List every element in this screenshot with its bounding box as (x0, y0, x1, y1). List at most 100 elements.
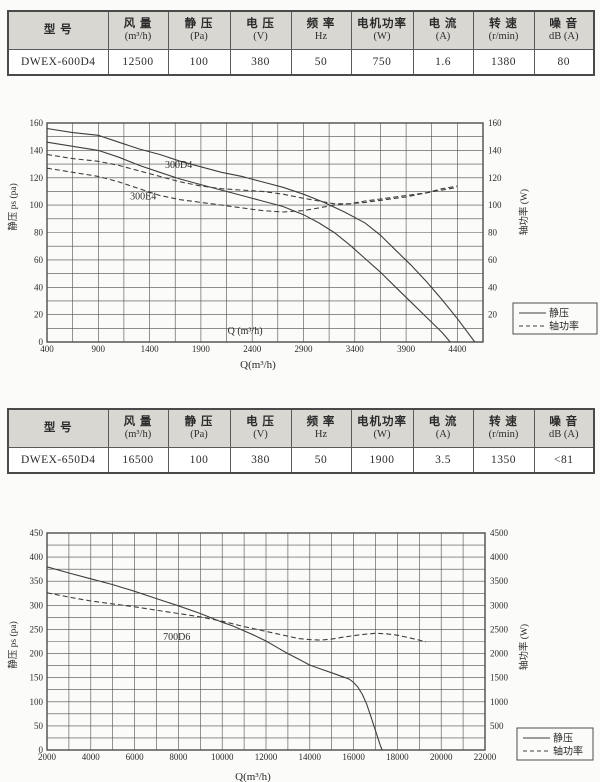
performance-chart-dwex-650d4: 2000 4000 6000 8000 10000 12000 14000 16000 1800… (7, 528, 594, 782)
x-tick-label: 3900 (397, 344, 416, 354)
value-speed: 1350 (472, 447, 535, 474)
spec-table-dwex-650d4: 型 号 风 量 (m³/h) 静 压 (Pa) 电 压 (V) 频 率 Hz 电机功率(… (7, 408, 595, 474)
y-tick-label-left: 350 (30, 576, 44, 586)
y-tick-label-right: 120 (488, 173, 502, 183)
value-current: 1.6 (412, 49, 474, 76)
col-header-motor-power: 电机功率 (W) (350, 10, 414, 50)
x-tick-label: 3400 (346, 344, 365, 354)
y-axis-title-right: 轴功率 (W) (518, 624, 530, 670)
performance-chart-dwex-600d4: 400 900 1400 1900 2400 2900 3400 3900 4400 0 20 40 6… (7, 118, 598, 371)
col-header-noise: 噪 音 dB (A) (533, 408, 595, 448)
value-model: DWEX-600D4 (7, 49, 109, 76)
col-header-noise: 噪 音 dB (A) (533, 10, 595, 50)
y-axis-title-right: 轴功率 (W) (518, 189, 530, 235)
header-row: 型 号 风 量 (m³/h) 静 压 (Pa) 电 压 (V) 频 率 Hz 电机功率(… (7, 408, 595, 448)
y-tick-label-right: 500 (490, 721, 504, 731)
y-tick-label-right: 3000 (490, 600, 509, 610)
x-tick-label: 8000 (169, 752, 188, 762)
col-header-static-pressure: 静 压 (Pa) (167, 408, 231, 448)
y-tick-label-left: 400 (30, 552, 44, 562)
y-axis-title-left: 静压 ps (pa) (7, 183, 19, 231)
spec-table-dwex-600d4: 型 号 风 量 (m³/h) 静 压 (Pa) 电 压 (V) 频 率 Hz 电机功率(… (7, 10, 595, 76)
x-tick-label: 12000 (255, 752, 278, 762)
legend-box (516, 727, 594, 761)
value-motor-power: 750 (350, 49, 414, 76)
x-tick-label: 14000 (299, 752, 322, 762)
y-tick-label-right: 60 (488, 255, 498, 265)
curve-300E4-ps (46, 141, 451, 343)
table-row: DWEX-600D4 12500 100 380 50 750 1.6 1380… (7, 49, 595, 76)
value-static-pressure: 100 (167, 49, 231, 76)
y-tick-label-left: 80 (34, 228, 44, 238)
col-header-speed: 转 速 (r/min) (472, 408, 535, 448)
y-tick-label-left: 150 (30, 673, 44, 683)
x-tick-label: 18000 (386, 752, 409, 762)
y-tick-label-left: 200 (30, 649, 44, 659)
x-tick-label: 1900 (192, 344, 211, 354)
y-tick-label-left: 140 (30, 145, 44, 155)
y-tick-label-right: 1500 (490, 673, 509, 683)
legend-label: 静压 (553, 732, 573, 745)
curve-700D6-power (46, 592, 427, 643)
y-tick-label-right: 3500 (490, 576, 509, 586)
col-header-model: 型 号 (7, 10, 109, 50)
plot-border (46, 122, 484, 343)
y-tick-label-right: 20 (488, 310, 498, 320)
y-tick-label-left: 250 (30, 624, 44, 634)
table-row: DWEX-650D4 16500 100 380 50 1900 3.5 135… (7, 447, 595, 474)
y-tick-label-left: 300 (30, 600, 44, 610)
y-tick-label-right: 140 (488, 145, 502, 155)
legend-label: 轴功率 (553, 745, 583, 758)
value-noise: 80 (533, 49, 595, 76)
y-tick-label-right: 100 (488, 200, 502, 210)
value-voltage: 380 (229, 49, 292, 76)
value-airflow: 12500 (107, 49, 169, 76)
x-tick-label: 1400 (141, 344, 160, 354)
value-airflow: 16500 (107, 447, 169, 474)
x-axis-title: Q(m³/h) (240, 359, 276, 371)
x-tick-label: 900 (92, 344, 106, 354)
y-tick-label-right: 2500 (490, 624, 509, 634)
col-header-current: 电 流 (A) (412, 408, 474, 448)
y-tick-label-left: 40 (34, 282, 44, 292)
y-tick-label-left: 0 (39, 337, 44, 347)
legend-box (512, 302, 598, 335)
col-header-voltage: 电 压 (V) (229, 408, 292, 448)
value-voltage: 380 (229, 447, 292, 474)
value-speed: 1380 (472, 49, 535, 76)
curve-label: Q (m³/h) (228, 326, 263, 337)
curve-300E4-power (46, 167, 458, 213)
col-header-airflow: 风 量 (m³/h) (107, 10, 169, 50)
y-tick-label-right: 80 (488, 228, 498, 238)
x-tick-label: 4400 (448, 344, 467, 354)
value-static-pressure: 100 (167, 447, 231, 474)
legend-label: 轴功率 (549, 320, 579, 333)
y-tick-label-left: 120 (30, 173, 44, 183)
x-tick-label: 16000 (342, 752, 365, 762)
x-tick-label: 2000 (38, 752, 57, 762)
x-tick-label: 20000 (430, 752, 453, 762)
x-axis-title: Q(m³/h) (235, 771, 271, 782)
y-tick-label-left: 160 (30, 118, 44, 128)
y-tick-label-right: 2000 (490, 649, 509, 659)
plot-border (46, 532, 486, 751)
legend-label: 静压 (549, 307, 569, 320)
y-tick-label-right: 160 (488, 118, 502, 128)
curve-label: 300D4 (165, 160, 192, 171)
y-tick-label-right: 1000 (490, 697, 509, 707)
col-header-static-pressure: 静 压 (Pa) (167, 10, 231, 50)
y-tick-label-left: 20 (34, 310, 44, 320)
col-header-motor-power: 电机功率 (W) (350, 408, 414, 448)
x-tick-label: 4000 (82, 752, 101, 762)
value-motor-power: 1900 (350, 447, 414, 474)
y-tick-label-left: 100 (30, 200, 44, 210)
col-header-voltage: 电 压 (V) (229, 10, 292, 50)
x-tick-label: 6000 (126, 752, 145, 762)
value-model: DWEX-650D4 (7, 447, 109, 474)
y-axis-title-left: 静压 ps (pa) (7, 621, 19, 669)
curve-700D6-ps (46, 566, 383, 751)
value-current: 3.5 (412, 447, 474, 474)
x-tick-label: 22000 (474, 752, 497, 762)
header-row: 型 号 风 量 (m³/h) 静 压 (Pa) 电 压 (V) 频 率 Hz 电机功率(… (7, 10, 595, 50)
col-header-current: 电 流 (A) (412, 10, 474, 50)
